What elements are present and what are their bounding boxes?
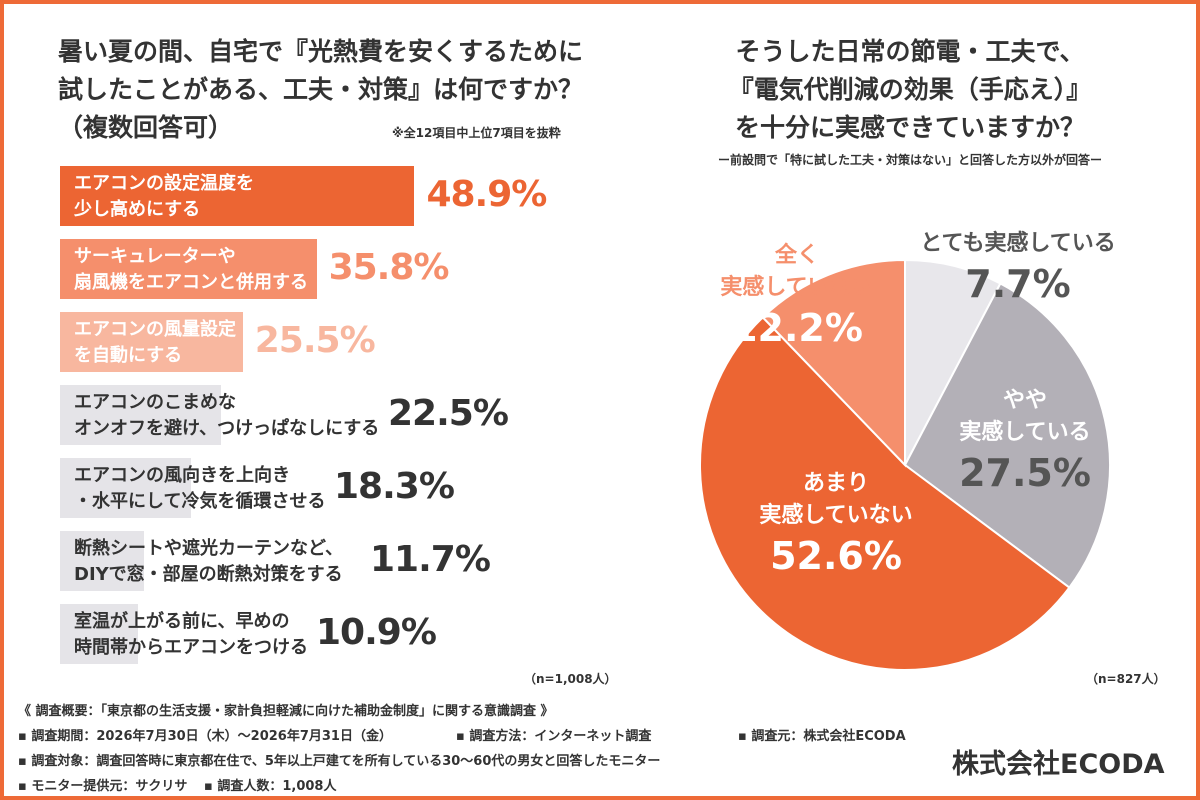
pie-label-1: とても実感している 7.7% [898, 228, 1138, 308]
pie-slice-2 [903, 282, 1111, 589]
bar-7-label-line-2: 時間帯からエアコンをつける [74, 637, 308, 658]
pie-label-3: あまり実感していない 52.6% [716, 468, 956, 580]
right-note: ー前設問で「特に試した工夫・対策はない」と回答した方以外が回答ー [717, 153, 1102, 167]
bar-7-label-line-1: 室温が上がる前に、早めの [74, 611, 290, 632]
survey-provider: ▪ モニター提供元：サクリサ [18, 779, 188, 794]
pie-label-2-line-2: 実感している [959, 420, 1091, 445]
bar-6-label-line-1: 断熱シートや遮光カーテンなど、 [74, 538, 344, 559]
left-title-line-1: 暑い夏の間、自宅で『光熱費を安くするために [58, 37, 584, 66]
bar-4-label-line-1: エアコンのこまめな [74, 392, 236, 413]
right-sample-size: （n=827人） [1086, 672, 1166, 686]
pie-slice-3 [699, 315, 1071, 672]
bar-3-value: 25.5% [254, 320, 376, 361]
bar-7-value: 10.9% [316, 612, 437, 653]
pie-slice-4 [761, 258, 906, 468]
pie-slice-1 [904, 258, 1002, 466]
left-title-line-3: （複数回答可） [58, 113, 234, 142]
bar-4-value: 22.5% [388, 393, 509, 434]
survey-count: ▪ 調査人数：1,008人 [204, 779, 337, 794]
survey-target: ▪ 調査対象：調査回答時に東京都在住で、5年以上戸建てを所有している30～60代… [18, 754, 661, 769]
pie-label-3-line-2: 実感していない [759, 503, 913, 528]
bar-4 [60, 385, 222, 445]
bar-5-label-line-1: エアコンの風向きを上向き [74, 465, 290, 486]
pie-label-2: やや実感している 27.5% [905, 385, 1145, 497]
left-sample-size: （n=1,008人） [524, 672, 617, 686]
bar-1-label-line-1: エアコンの設定温度を [74, 173, 254, 194]
survey-overview: 《 調査概要：「東京都の生活支援・家計負担軽減に向けた補助金制度」に関する意識調… [18, 704, 554, 719]
bar-5-label-line-2: ・水平にして冷気を循環させる [74, 491, 326, 512]
right-title-line-2: 『電気代削減の効果（手応え）』 [728, 75, 1092, 104]
pie-label-4-line-1: 全く [774, 243, 819, 268]
bar-3-label-line-2: を自動にする [74, 345, 183, 366]
pie-value-2: 27.5% [959, 451, 1091, 495]
bar-6-value: 11.7% [370, 539, 491, 580]
pie-value-1: 7.7% [965, 262, 1071, 306]
left-title-line-2: 試したことがある、工夫・対策』は何ですか？ [58, 75, 584, 104]
bar-3 [60, 312, 243, 372]
right-title-line-1: そうした日常の節電・工夫で、 [735, 37, 1085, 66]
bar-3-label-line-1: エアコンの風量設定 [74, 319, 236, 340]
bar-7 [60, 604, 139, 664]
bar-1 [60, 166, 415, 226]
pie-label-3-line-1: あまり [802, 471, 869, 496]
survey-source: ▪ 調査元：株式会社ECODA [738, 729, 906, 744]
pie-label-4: 全く実感していない 12.2% [677, 240, 917, 352]
bar-6 [60, 531, 144, 591]
bar-4-label-line-2: オンオフを避け、つけっぱなしにする [74, 418, 380, 439]
bar-1-label-line-2: 少し高めにする [74, 199, 201, 220]
brand-logo: 株式会社ECODA [952, 749, 1165, 780]
bar-5 [60, 458, 192, 518]
left-note: ※全12項目中上位7項目を抜粋 [392, 126, 561, 140]
survey-method: ▪ 調査方法：インターネット調査 [456, 729, 652, 744]
bar-2 [60, 239, 317, 299]
survey-period: ▪ 調査期間：2026年7月30日（木）～2026年7月31日（金） [18, 729, 392, 744]
pie-label-4-line-2: 実感していない [720, 275, 874, 300]
pie-label-1-line-1: とても実感している [920, 231, 1116, 256]
pie-chart [699, 258, 1111, 672]
bar-5-value: 18.3% [334, 466, 455, 507]
bar-2-label-line-1: サーキュレーターや [74, 246, 236, 267]
right-title-line-3: を十分に実感できていますか？ [734, 113, 1085, 142]
bar-2-label-line-2: 扇風機をエアコンと併用する [74, 272, 308, 293]
bar-1-value: 48.9% [426, 174, 547, 215]
pie-value-3: 52.6% [770, 534, 902, 578]
pie-value-4: 12.2% [731, 306, 863, 350]
pie-label-2-line-1: やや [1002, 388, 1047, 413]
bar-6-label-line-2: DIYで窓・部屋の断熱対策をする [74, 564, 343, 585]
bar-2-value: 35.8% [328, 247, 450, 288]
